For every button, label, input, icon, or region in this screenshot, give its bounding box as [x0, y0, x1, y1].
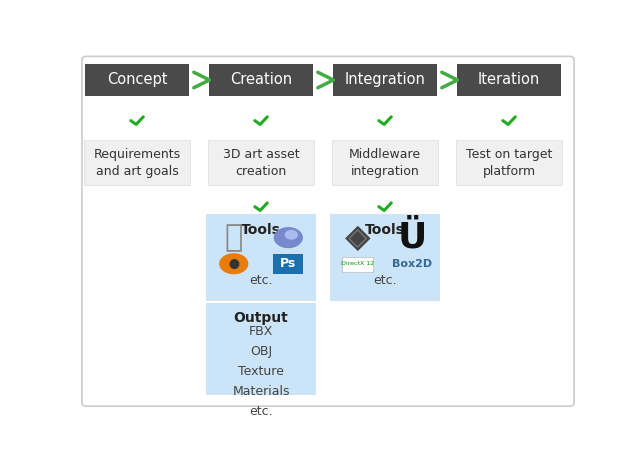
Circle shape: [275, 228, 302, 247]
Text: ◆: ◆: [345, 221, 371, 254]
Text: etc.: etc.: [249, 274, 273, 287]
Text: DirectX 12: DirectX 12: [341, 261, 374, 266]
FancyBboxPatch shape: [84, 141, 190, 185]
FancyBboxPatch shape: [209, 64, 313, 96]
Text: Creation: Creation: [230, 72, 292, 87]
Text: 𝓟: 𝓟: [225, 223, 243, 252]
FancyBboxPatch shape: [273, 254, 303, 274]
Text: Tools: Tools: [241, 223, 281, 237]
Circle shape: [220, 254, 248, 273]
FancyBboxPatch shape: [342, 257, 373, 272]
Text: ◇: ◇: [348, 226, 367, 250]
Text: Test on target
platform: Test on target platform: [466, 147, 552, 178]
Text: Concept: Concept: [107, 72, 167, 87]
Text: ⬤: ⬤: [228, 259, 239, 269]
FancyBboxPatch shape: [333, 64, 437, 96]
FancyBboxPatch shape: [332, 141, 438, 185]
Text: etc.: etc.: [373, 274, 397, 287]
FancyBboxPatch shape: [208, 141, 314, 185]
Text: Requirements
and art goals: Requirements and art goals: [93, 147, 180, 178]
FancyBboxPatch shape: [330, 214, 440, 301]
Text: Middleware
integration: Middleware integration: [349, 147, 421, 178]
Text: Iteration: Iteration: [478, 72, 540, 87]
FancyBboxPatch shape: [456, 141, 563, 185]
FancyBboxPatch shape: [457, 64, 561, 96]
FancyBboxPatch shape: [85, 64, 189, 96]
FancyBboxPatch shape: [206, 303, 316, 395]
Text: Ü: Ü: [397, 221, 427, 255]
Text: FBX
OBJ
Texture
Materials
etc.: FBX OBJ Texture Materials etc.: [232, 325, 290, 418]
Text: Output: Output: [234, 311, 289, 325]
FancyBboxPatch shape: [82, 56, 574, 406]
Text: Ps: Ps: [280, 257, 296, 270]
Circle shape: [285, 230, 297, 239]
Text: Box2D: Box2D: [392, 259, 433, 269]
Text: Integration: Integration: [344, 72, 426, 87]
Text: 3D art asset
creation: 3D art asset creation: [223, 147, 300, 178]
FancyBboxPatch shape: [206, 214, 316, 301]
Text: Tools: Tools: [365, 223, 405, 237]
